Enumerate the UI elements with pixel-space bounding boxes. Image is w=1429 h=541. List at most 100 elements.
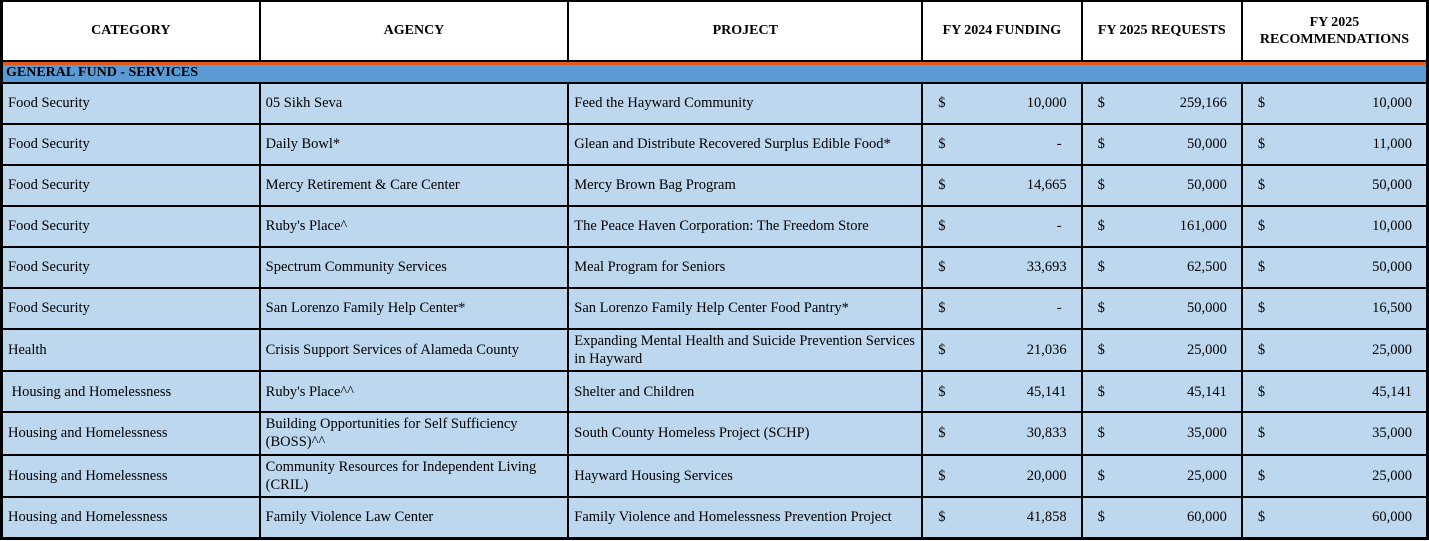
column-header-category: CATEGORY bbox=[0, 0, 261, 62]
fy2024-funding-cell: $20,000 bbox=[921, 453, 1083, 498]
project-cell: Expanding Mental Health and Suicide Prev… bbox=[567, 327, 924, 373]
table-row: Food Security San Lorenzo Family Help Ce… bbox=[0, 287, 1429, 330]
fy2024-funding-amount: 41,858 bbox=[1026, 509, 1067, 526]
currency-symbol: $ bbox=[938, 509, 946, 526]
agency-text: Ruby's Place^^ bbox=[265, 383, 354, 400]
category-cell: Food Security bbox=[0, 287, 261, 330]
project-cell: Family Violence and Homelessness Prevent… bbox=[567, 495, 924, 540]
fy2025-requests-cell: $50,000 bbox=[1080, 287, 1243, 330]
agency-cell: Ruby's Place^ bbox=[258, 205, 570, 248]
currency-symbol: $ bbox=[1097, 467, 1105, 484]
fy2024-funding-cell: $14,665 bbox=[921, 164, 1083, 207]
fy2025-requests-cell: $259,166 bbox=[1080, 82, 1243, 125]
fy2024-funding-amount: 33,693 bbox=[1026, 259, 1067, 276]
agency-cell: Family Violence Law Center bbox=[258, 495, 570, 540]
fy2025-recommendations-cell: $50,000 bbox=[1240, 164, 1429, 207]
category-cell: Housing and Homelessness bbox=[0, 495, 261, 540]
table-row: Housing and Homelessness Family Violence… bbox=[0, 495, 1429, 540]
fy2024-funding-amount: 21,036 bbox=[1026, 342, 1067, 359]
table-row: Food Security 05 Sikh Seva Feed the Hayw… bbox=[0, 82, 1429, 125]
fy2024-funding-cell: $33,693 bbox=[921, 246, 1083, 289]
currency-symbol: $ bbox=[1257, 95, 1266, 112]
fy2025-recommendations-amount: 16,500 bbox=[1372, 300, 1412, 317]
fy2025-recommendations-cell: $16,500 bbox=[1240, 287, 1429, 330]
project-cell: Glean and Distribute Recovered Surplus E… bbox=[567, 123, 924, 166]
fy2025-recommendations-amount: 10,000 bbox=[1372, 95, 1412, 112]
fy2025-requests-amount: 45,141 bbox=[1187, 383, 1227, 400]
fy2024-funding-cell: $41,858 bbox=[921, 495, 1083, 540]
table-row: Housing and Homelessness Community Resou… bbox=[0, 453, 1429, 498]
currency-symbol: $ bbox=[1257, 218, 1266, 235]
fy2025-requests-amount: 25,000 bbox=[1187, 342, 1227, 359]
project-text: San Lorenzo Family Help Center Food Pant… bbox=[574, 300, 849, 317]
project-cell: The Peace Haven Corporation: The Freedom… bbox=[567, 205, 924, 248]
project-cell: Feed the Hayward Community bbox=[567, 82, 924, 125]
agency-cell: Crisis Support Services of Alameda Count… bbox=[258, 327, 570, 373]
currency-symbol: $ bbox=[1097, 509, 1105, 526]
currency-symbol: $ bbox=[1097, 259, 1105, 276]
currency-symbol: $ bbox=[938, 95, 946, 112]
fy2024-funding-amount: - bbox=[1056, 300, 1062, 317]
project-text: South County Homeless Project (SCHP) bbox=[574, 425, 810, 442]
category-cell: Food Security bbox=[0, 82, 261, 125]
currency-symbol: $ bbox=[1097, 177, 1105, 194]
fy2025-recommendations-cell: $25,000 bbox=[1240, 327, 1429, 373]
table-row: Health Crisis Support Services of Alamed… bbox=[0, 327, 1429, 373]
agency-text: Building Opportunities for Self Sufficie… bbox=[265, 416, 518, 451]
fy2024-funding-cell: $21,036 bbox=[921, 327, 1083, 373]
currency-symbol: $ bbox=[1257, 425, 1266, 442]
project-text: The Peace Haven Corporation: The Freedom… bbox=[574, 218, 869, 235]
fy2025-requests-cell: $62,500 bbox=[1080, 246, 1243, 289]
category-cell: Health bbox=[0, 327, 261, 373]
header-row: CATEGORY AGENCY PROJECT FY 2024 FUNDING … bbox=[0, 0, 1429, 62]
agency-text: 05 Sikh Seva bbox=[265, 95, 343, 112]
category-text: Health bbox=[8, 342, 47, 359]
fy2025-recommendations-amount: 10,000 bbox=[1372, 218, 1412, 235]
column-header-fy2025-recommendations: FY 2025 RECOMMENDATIONS bbox=[1240, 0, 1429, 62]
fy2025-recommendations-cell: $11,000 bbox=[1240, 123, 1429, 166]
category-text: Housing and Homelessness bbox=[8, 383, 172, 400]
fy2025-recommendations-amount: 25,000 bbox=[1372, 467, 1412, 484]
fy2025-recommendations-cell: $10,000 bbox=[1240, 82, 1429, 125]
agency-text: Spectrum Community Services bbox=[265, 259, 447, 276]
fy2024-funding-cell: $30,833 bbox=[921, 411, 1083, 456]
table-body: Food Security 05 Sikh Seva Feed the Hayw… bbox=[0, 82, 1429, 540]
currency-symbol: $ bbox=[1257, 342, 1266, 359]
fy2025-recommendations-cell: $25,000 bbox=[1240, 453, 1429, 498]
project-cell: San Lorenzo Family Help Center Food Pant… bbox=[567, 287, 924, 330]
fy2025-recommendations-amount: 50,000 bbox=[1372, 259, 1412, 276]
fy2025-recommendations-cell: $60,000 bbox=[1240, 495, 1429, 540]
fy2025-recommendations-amount: 50,000 bbox=[1372, 177, 1412, 194]
fy2024-funding-amount: 14,665 bbox=[1026, 177, 1067, 194]
currency-symbol: $ bbox=[1257, 177, 1266, 194]
project-cell: Meal Program for Seniors bbox=[567, 246, 924, 289]
category-cell: Food Security bbox=[0, 246, 261, 289]
agency-cell: Ruby's Place^^ bbox=[258, 370, 570, 414]
section-title: GENERAL FUND - SERVICES bbox=[0, 60, 1429, 84]
fy2025-requests-amount: 50,000 bbox=[1187, 300, 1227, 317]
fy2024-funding-cell: $45,141 bbox=[921, 370, 1083, 414]
category-cell: Food Security bbox=[0, 123, 261, 166]
currency-symbol: $ bbox=[938, 425, 946, 442]
column-header-fy2025-requests: FY 2025 REQUESTS bbox=[1080, 0, 1243, 62]
fy2025-requests-amount: 60,000 bbox=[1187, 509, 1227, 526]
agency-cell: Spectrum Community Services bbox=[258, 246, 570, 289]
project-text: Expanding Mental Health and Suicide Prev… bbox=[574, 333, 915, 368]
fy2024-funding-amount: - bbox=[1056, 136, 1062, 153]
currency-symbol: $ bbox=[938, 218, 946, 235]
fy2025-requests-cell: $25,000 bbox=[1080, 327, 1243, 373]
agency-cell: Building Opportunities for Self Sufficie… bbox=[258, 411, 570, 456]
project-text: Family Violence and Homelessness Prevent… bbox=[574, 509, 892, 526]
project-text: Feed the Hayward Community bbox=[574, 95, 754, 112]
fy2025-requests-cell: $60,000 bbox=[1080, 495, 1243, 540]
fy2025-requests-cell: $50,000 bbox=[1080, 164, 1243, 207]
fy2025-recommendations-amount: 35,000 bbox=[1372, 425, 1412, 442]
currency-symbol: $ bbox=[938, 177, 946, 194]
column-header-agency: AGENCY bbox=[258, 0, 570, 62]
fy2024-funding-cell: $10,000 bbox=[921, 82, 1083, 125]
category-cell: Food Security bbox=[0, 205, 261, 248]
agency-cell: Community Resources for Independent Livi… bbox=[258, 453, 570, 498]
agency-text: Crisis Support Services of Alameda Count… bbox=[265, 342, 519, 359]
currency-symbol: $ bbox=[1097, 95, 1105, 112]
